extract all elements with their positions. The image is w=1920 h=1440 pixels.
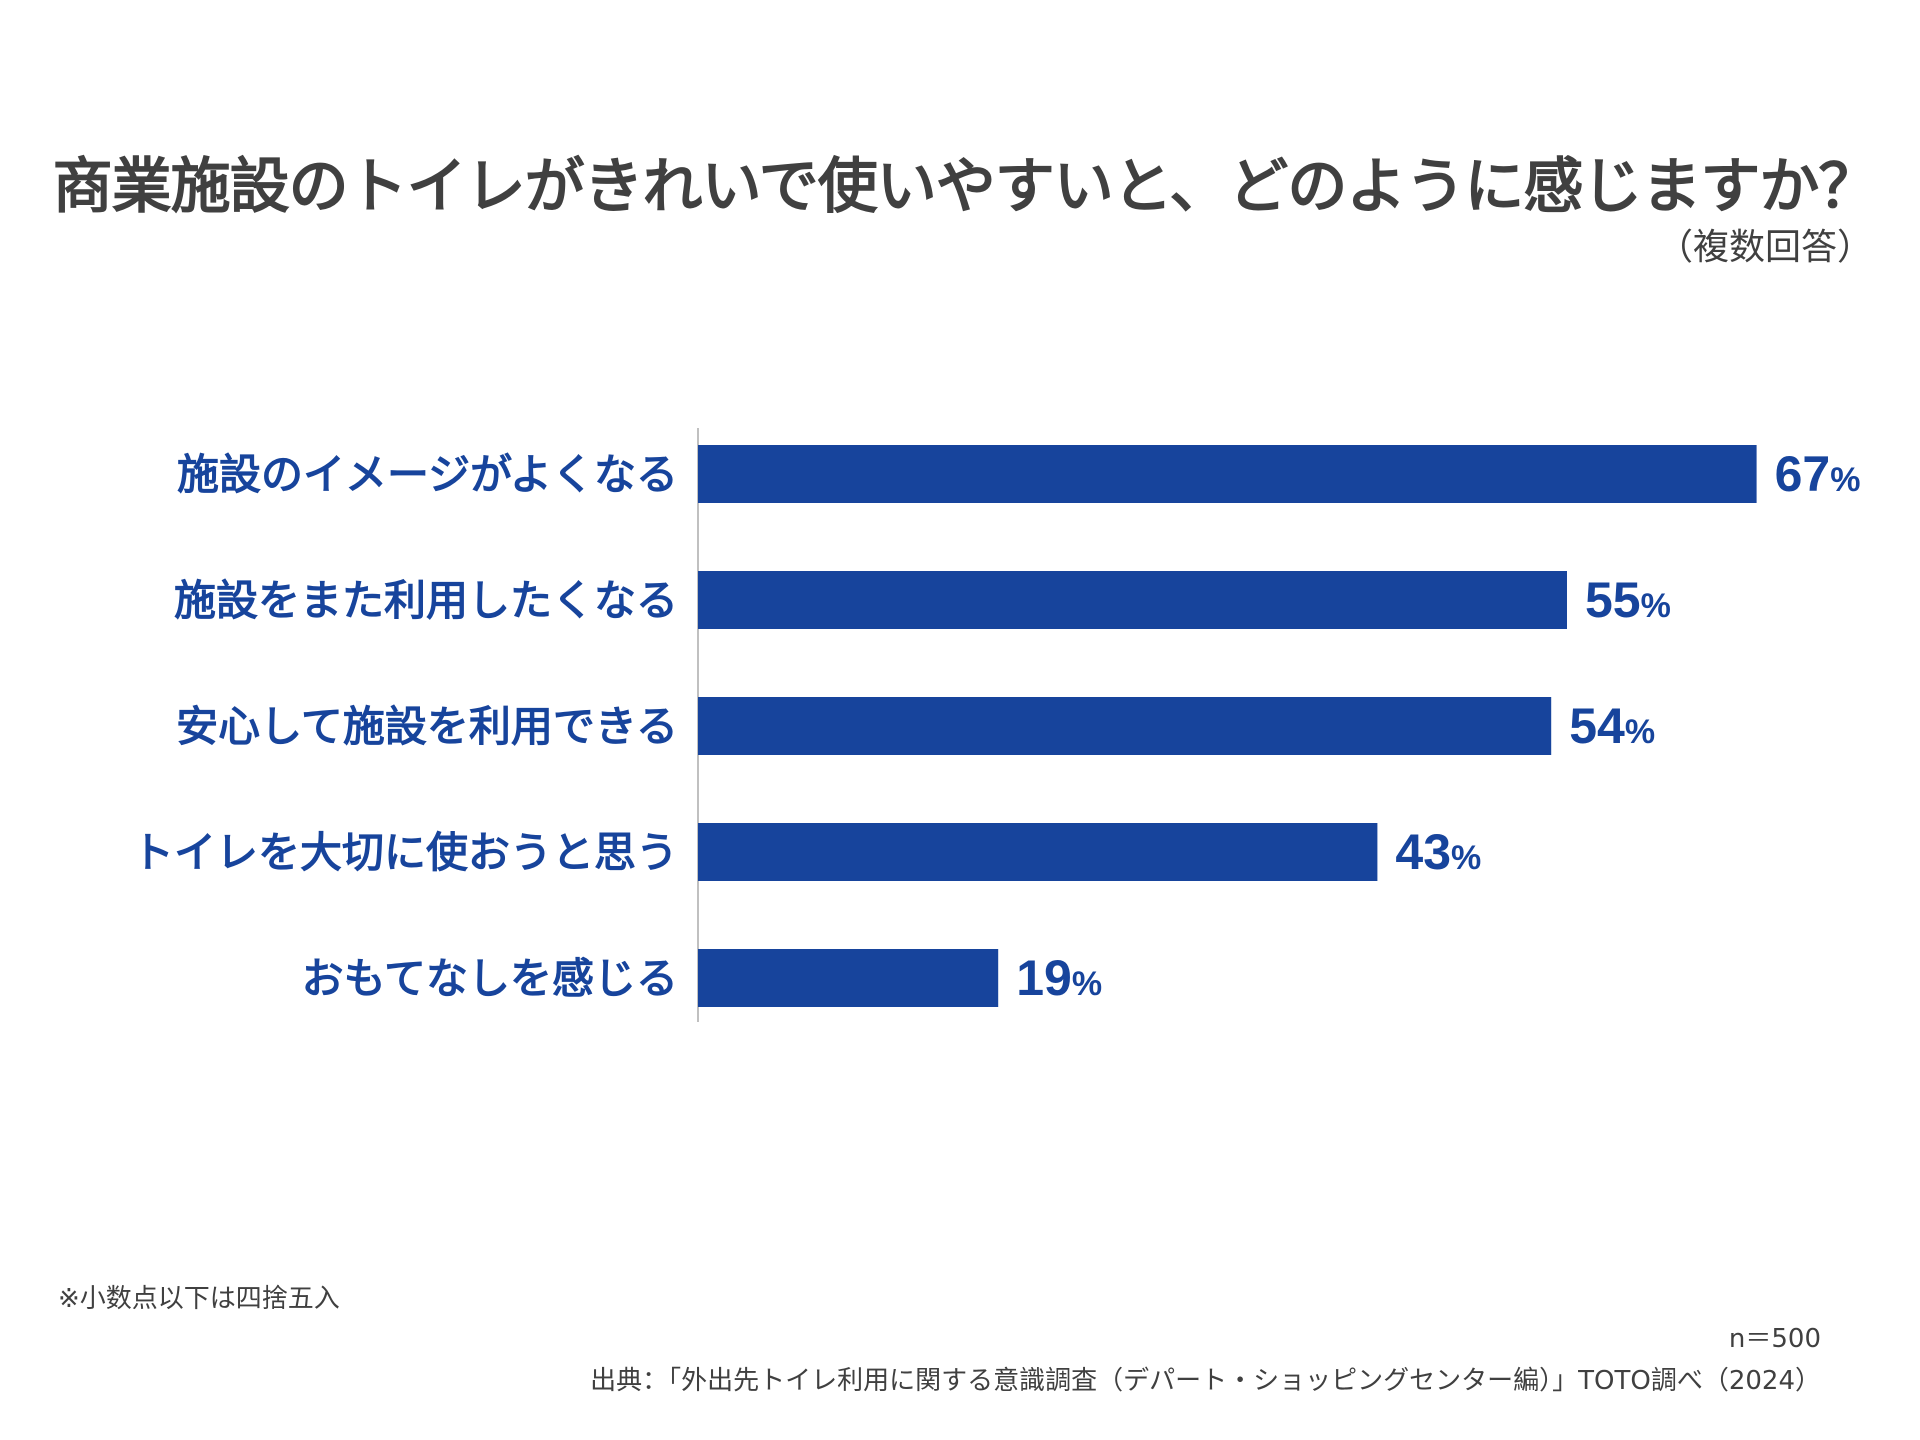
value-label-0: 67% bbox=[1775, 446, 1861, 502]
chart-subtitle: （複数回答） bbox=[1656, 227, 1873, 268]
bar-0 bbox=[698, 445, 1757, 503]
bar-2 bbox=[698, 697, 1552, 755]
sample-size: n＝500 bbox=[1728, 1324, 1821, 1354]
bar-1 bbox=[698, 571, 1567, 629]
bar-3 bbox=[698, 823, 1378, 881]
value-label-1: 55% bbox=[1585, 572, 1671, 628]
value-label-2: 54% bbox=[1569, 698, 1655, 754]
category-label-4: おもてなしを感じる bbox=[302, 954, 678, 1003]
source-citation: 出典：「外出先トイレ利用に関する意識調査（デパート・ショッピングセンター編）」T… bbox=[590, 1366, 1821, 1396]
category-label-2: 安心して施設を利用できる bbox=[176, 702, 678, 751]
value-label-3: 43% bbox=[1395, 824, 1481, 880]
chart-title: 商業施設のトイレがきれいで使いやすいと、どのように感じますか？ bbox=[52, 152, 1879, 222]
footnote: ※小数点以下は四捨五入 bbox=[58, 1284, 340, 1314]
category-label-3: トイレを大切に使おうと思う bbox=[132, 828, 678, 877]
category-label-0: 施設のイメージがよくなる bbox=[177, 450, 678, 499]
value-label-4: 19% bbox=[1016, 950, 1102, 1006]
bar-4 bbox=[698, 949, 999, 1007]
category-label-1: 施設をまた利用したくなる bbox=[174, 576, 678, 625]
